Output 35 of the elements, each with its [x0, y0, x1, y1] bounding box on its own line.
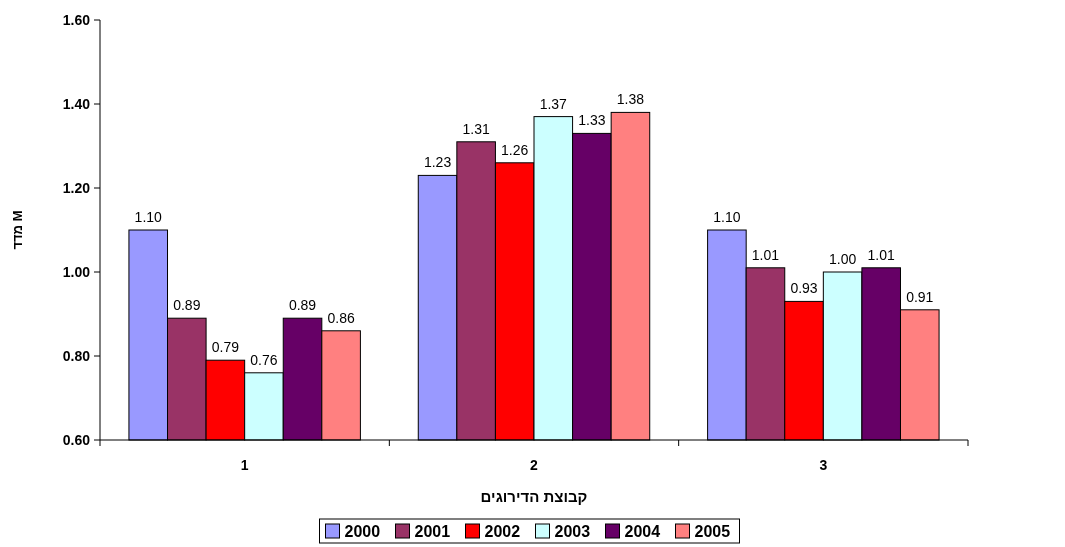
legend-label: 2004: [624, 523, 661, 540]
data-label: 0.76: [250, 351, 278, 368]
legend-label: 2000: [344, 523, 381, 540]
data-label: 1.26: [501, 141, 529, 158]
legend-label: 2001: [414, 523, 451, 540]
data-label: 1.01: [751, 246, 780, 263]
data-label: 0.86: [327, 309, 355, 326]
data-label: 1.10: [134, 209, 163, 225]
data-label: 1.01: [867, 246, 896, 263]
legend-label: 2003: [554, 523, 591, 540]
data-label: 0.93: [790, 280, 818, 297]
data-label: 0.89: [288, 297, 317, 314]
legend-label: 2002: [484, 523, 521, 540]
data-label: 1.33: [578, 112, 606, 129]
data-label: 1.38: [616, 91, 645, 108]
y-tick-label: 0.60: [62, 432, 91, 448]
data-label: 1.31: [462, 120, 490, 137]
y-axis-title: מדד M: [10, 210, 25, 250]
y-tick-label: 1.20: [62, 180, 91, 196]
data-label: 1.00: [829, 251, 857, 267]
x-tick-label: 1: [240, 457, 249, 473]
data-label: 1.23: [423, 154, 452, 171]
data-label: 1.37: [539, 95, 568, 112]
data-label: 1.10: [713, 209, 741, 225]
data-label: 0.91: [906, 288, 934, 305]
y-tick-label: 1.00: [62, 264, 91, 280]
legend-label: 2005: [694, 523, 731, 540]
x-tick-label: 3: [819, 457, 828, 473]
x-axis-title: קבוצת הדירוגים: [480, 488, 588, 505]
x-tick-label: 2: [530, 457, 539, 473]
y-tick-label: 0.80: [62, 348, 91, 364]
y-tick-label: 1.40: [62, 96, 91, 112]
data-label: 0.89: [173, 297, 201, 314]
y-tick-label: 1.60: [62, 12, 91, 28]
data-label: 0.79: [211, 339, 240, 356]
